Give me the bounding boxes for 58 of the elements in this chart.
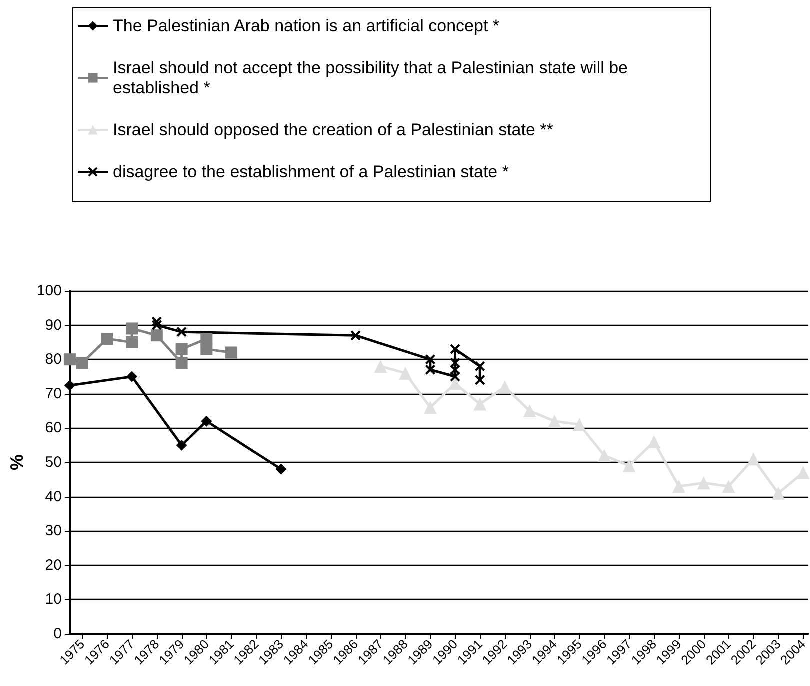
point: [722, 480, 736, 494]
y-tick-label: 80: [45, 351, 62, 368]
point: [126, 336, 138, 348]
point: [226, 346, 238, 359]
point: [152, 320, 162, 330]
point: [374, 360, 388, 373]
point: [475, 375, 486, 386]
point: [772, 486, 785, 500]
point: [448, 377, 462, 390]
point: [450, 358, 460, 368]
point: [101, 333, 114, 346]
point: [450, 344, 460, 354]
point: [201, 416, 212, 427]
point: [672, 480, 686, 494]
point: [76, 357, 88, 370]
point: [200, 343, 213, 356]
point: [598, 449, 611, 462]
point: [126, 371, 138, 382]
point: [425, 364, 436, 375]
point: [548, 414, 562, 428]
point: [64, 354, 76, 366]
legend-label: disagree to the establishment of a Palestinian state *: [113, 162, 510, 182]
legend-label: The Palestinian Arab nation is an artificial concept *: [113, 16, 500, 36]
point: [648, 435, 661, 448]
point: [276, 464, 287, 475]
point: [64, 380, 76, 392]
point: [425, 354, 436, 365]
point: [399, 366, 412, 380]
point: [176, 440, 188, 451]
y-tick-label: 60: [45, 420, 62, 437]
y-tick-label: 40: [45, 488, 62, 506]
point: [622, 459, 636, 472]
point: [126, 322, 138, 335]
y-tick-label: 50: [45, 454, 62, 471]
point: [697, 476, 710, 490]
point: [498, 380, 512, 394]
point: [176, 357, 188, 370]
point: [747, 452, 760, 466]
point: [176, 343, 188, 356]
y-tick-label: 30: [45, 522, 62, 540]
point: [474, 398, 487, 411]
point: [424, 401, 437, 414]
y-tick-label: 100: [36, 282, 62, 300]
point: [350, 330, 361, 341]
point: [573, 418, 586, 432]
point: [475, 361, 486, 372]
point: [176, 327, 187, 338]
y-tick-label: 20: [45, 556, 62, 574]
y-tick-label: 10: [45, 591, 62, 608]
point: [150, 330, 163, 342]
point: [523, 404, 536, 418]
y-tick-label: 70: [45, 385, 62, 402]
point: [796, 466, 810, 480]
legend-label: Israel should opposed the creation of a Palestinian state **: [113, 120, 554, 140]
y-tick-label: 90: [45, 316, 62, 334]
y-axis-title: %: [7, 454, 27, 471]
legend-label: Israel should not accept the possibility that a Palestinian state will be established *: [113, 58, 633, 98]
y-tick-label: 0: [54, 626, 62, 642]
